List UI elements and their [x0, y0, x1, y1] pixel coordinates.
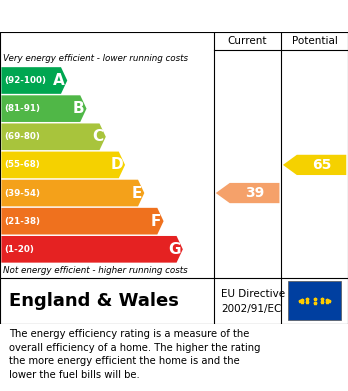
Text: A: A — [54, 73, 65, 88]
Text: (69-80): (69-80) — [4, 132, 40, 141]
Polygon shape — [1, 208, 164, 235]
Polygon shape — [216, 183, 279, 203]
Text: (55-68): (55-68) — [4, 160, 40, 169]
Text: (92-100): (92-100) — [4, 76, 46, 85]
Polygon shape — [1, 95, 87, 122]
Text: (1-20): (1-20) — [4, 245, 34, 254]
Text: The energy efficiency rating is a measure of the
overall efficiency of a home. T: The energy efficiency rating is a measur… — [9, 329, 260, 380]
Text: Very energy efficient - lower running costs: Very energy efficient - lower running co… — [3, 54, 189, 63]
Text: E: E — [132, 186, 142, 201]
Text: G: G — [168, 242, 181, 257]
Text: (81-91): (81-91) — [4, 104, 40, 113]
Polygon shape — [1, 124, 106, 150]
Polygon shape — [283, 155, 346, 175]
Text: (39-54): (39-54) — [4, 188, 40, 197]
Text: Potential: Potential — [292, 36, 338, 46]
Text: B: B — [73, 101, 85, 116]
Text: 39: 39 — [245, 186, 264, 200]
FancyBboxPatch shape — [288, 281, 341, 320]
Text: England & Wales: England & Wales — [9, 292, 179, 310]
Text: Energy Efficiency Rating: Energy Efficiency Rating — [9, 7, 238, 25]
Polygon shape — [1, 180, 144, 206]
Text: C: C — [93, 129, 104, 144]
Text: 2002/91/EC: 2002/91/EC — [221, 304, 281, 314]
Polygon shape — [1, 67, 67, 94]
Text: Current: Current — [228, 36, 267, 46]
Text: (21-38): (21-38) — [4, 217, 40, 226]
Text: Not energy efficient - higher running costs: Not energy efficient - higher running co… — [3, 266, 188, 275]
Polygon shape — [1, 236, 183, 263]
Text: EU Directive: EU Directive — [221, 289, 285, 299]
Polygon shape — [1, 152, 125, 178]
Text: F: F — [151, 213, 161, 229]
Text: D: D — [110, 158, 123, 172]
Text: 65: 65 — [312, 158, 331, 172]
